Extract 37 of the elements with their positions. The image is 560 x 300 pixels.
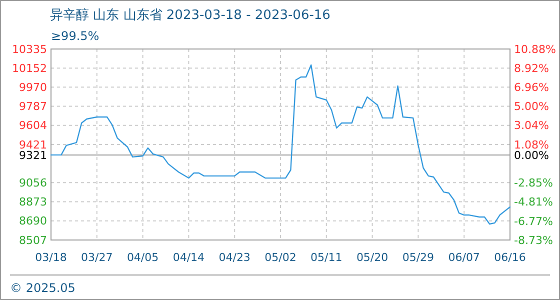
x-tick-label: 05/02	[264, 251, 296, 264]
x-tick-label: 05/20	[356, 251, 388, 264]
y-tick-label: 10152	[12, 62, 47, 75]
y-tick-label: 9421	[19, 138, 47, 152]
x-tick-label: 04/23	[218, 251, 250, 264]
y2-tick-label: 10.88%	[514, 42, 556, 56]
y2-tick-label: -4.81%	[514, 196, 553, 209]
x-tick-label: 03/27	[81, 251, 113, 264]
y2-tick-label: -8.73%	[514, 234, 553, 247]
y2-tick-label: 8.92%	[514, 62, 549, 75]
x-tick-label: 03/18	[35, 251, 67, 264]
y2-tick-label: -6.77%	[514, 214, 553, 228]
x-tick-label: 06/07	[448, 251, 480, 264]
y-tick-label: 9321	[19, 148, 47, 162]
line-series	[50, 64, 511, 225]
x-tick-label: 05/29	[402, 251, 434, 264]
chart-subtitle: ≥99.5%	[51, 29, 100, 43]
y2-tick-label: 0.00%	[514, 148, 549, 162]
x-tick-label: 04/14	[172, 251, 205, 264]
y2-tick-label: -2.85%	[514, 176, 553, 190]
y-tick-label: 9604	[19, 119, 47, 132]
text: © 2025.05	[10, 281, 76, 295]
y-tick-label: 8507	[19, 234, 47, 247]
y2-tick-label: 6.96%	[514, 81, 549, 94]
x-tick-label: 05/11	[310, 251, 342, 264]
y-tick-label: 9056	[19, 176, 47, 190]
y-tick-label: 9787	[19, 100, 47, 114]
chart-title: 异辛醇 山东 山东省 2023-03-18 - 2023-06-16	[50, 8, 330, 23]
y-tick-label: 8873	[19, 196, 47, 209]
y2-tick-label: 1.08%	[514, 138, 549, 152]
y-tick-label: 9970	[19, 80, 47, 94]
x-tick-label: 06/16	[494, 251, 526, 264]
y-tick-label: 8690	[19, 214, 47, 228]
y2-tick-label: 5.00%	[514, 100, 549, 114]
y2-tick-label: 3.04%	[514, 119, 549, 132]
y-tick-label: 10335	[12, 42, 47, 56]
x-tick-label: 04/05	[126, 251, 159, 264]
